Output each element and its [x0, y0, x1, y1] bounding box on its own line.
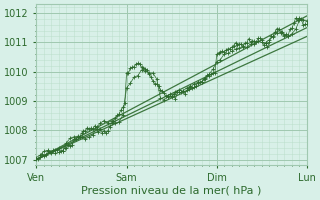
- X-axis label: Pression niveau de la mer( hPa ): Pression niveau de la mer( hPa ): [82, 186, 262, 196]
